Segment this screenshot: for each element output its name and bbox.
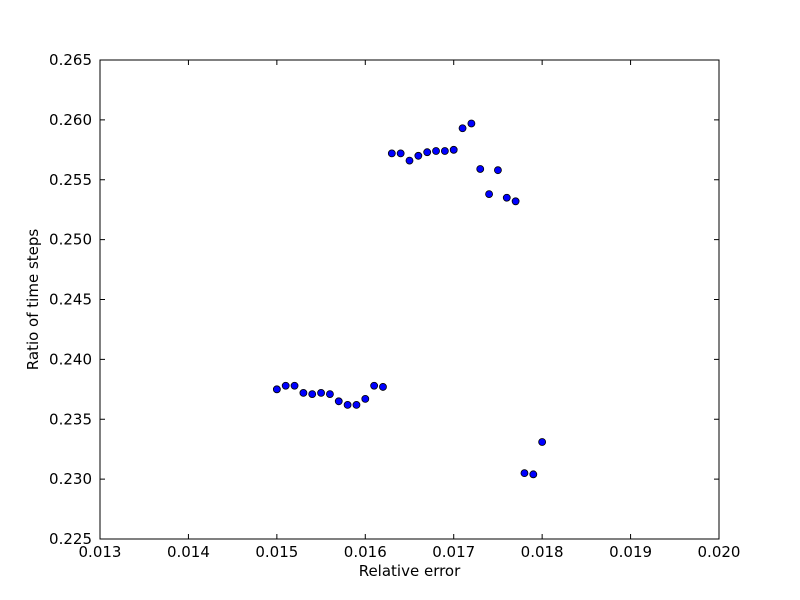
data-point [432,147,440,155]
y-tick-label: 0.240 [49,350,92,368]
data-point [272,385,281,394]
y-tick-label: 0.260 [49,111,92,129]
y-tick-label: 0.230 [49,470,92,488]
x-tick-label: 0.016 [344,543,387,561]
y-axis-label: Ratio of time steps [24,229,42,371]
data-points [272,119,547,479]
x-tick-label: 0.019 [609,543,652,561]
data-point [458,124,467,133]
data-point [494,166,502,175]
data-point [423,148,432,157]
data-point [290,381,299,390]
x-tick-label: 0.014 [167,543,210,561]
y-tick-label: 0.225 [49,530,92,548]
plot-area [100,60,719,539]
data-point [361,394,370,403]
x-tick-label: 0.018 [521,543,564,561]
data-point [485,190,493,199]
data-point [352,400,361,409]
x-tick-label: 0.020 [698,543,741,561]
data-point [467,119,476,128]
data-point [529,470,538,479]
data-point [299,389,308,397]
data-point [449,145,458,154]
x-axis-label: Relative error [359,562,461,580]
y-tick-label: 0.255 [49,171,92,189]
data-point [308,390,317,399]
data-point [317,389,325,397]
data-point [396,149,405,158]
x-tick-label: 0.013 [79,543,122,561]
data-point [520,469,529,478]
x-tick-label: 0.015 [255,543,298,561]
y-tick-label: 0.250 [49,231,92,249]
data-point [343,400,352,409]
data-point [370,381,379,390]
data-point [387,149,396,158]
data-point [405,156,414,165]
data-point [440,147,449,155]
data-point [334,397,343,406]
x-tick-label: 0.017 [432,543,475,561]
data-point [538,438,547,446]
data-point [476,165,485,173]
data-point [414,151,423,160]
y-tick-label: 0.265 [49,51,92,69]
tick-labels: 0.013 0.014 0.015 0.016 0.017 0.018 0.019 0.020… [49,51,740,561]
data-point [511,197,520,206]
y-tick-label: 0.245 [49,291,92,309]
data-point [502,193,511,202]
y-tick-label: 0.235 [49,410,92,428]
plot-frame [99,59,720,540]
data-point [326,390,334,399]
data-point [281,381,290,390]
data-point [379,383,387,391]
